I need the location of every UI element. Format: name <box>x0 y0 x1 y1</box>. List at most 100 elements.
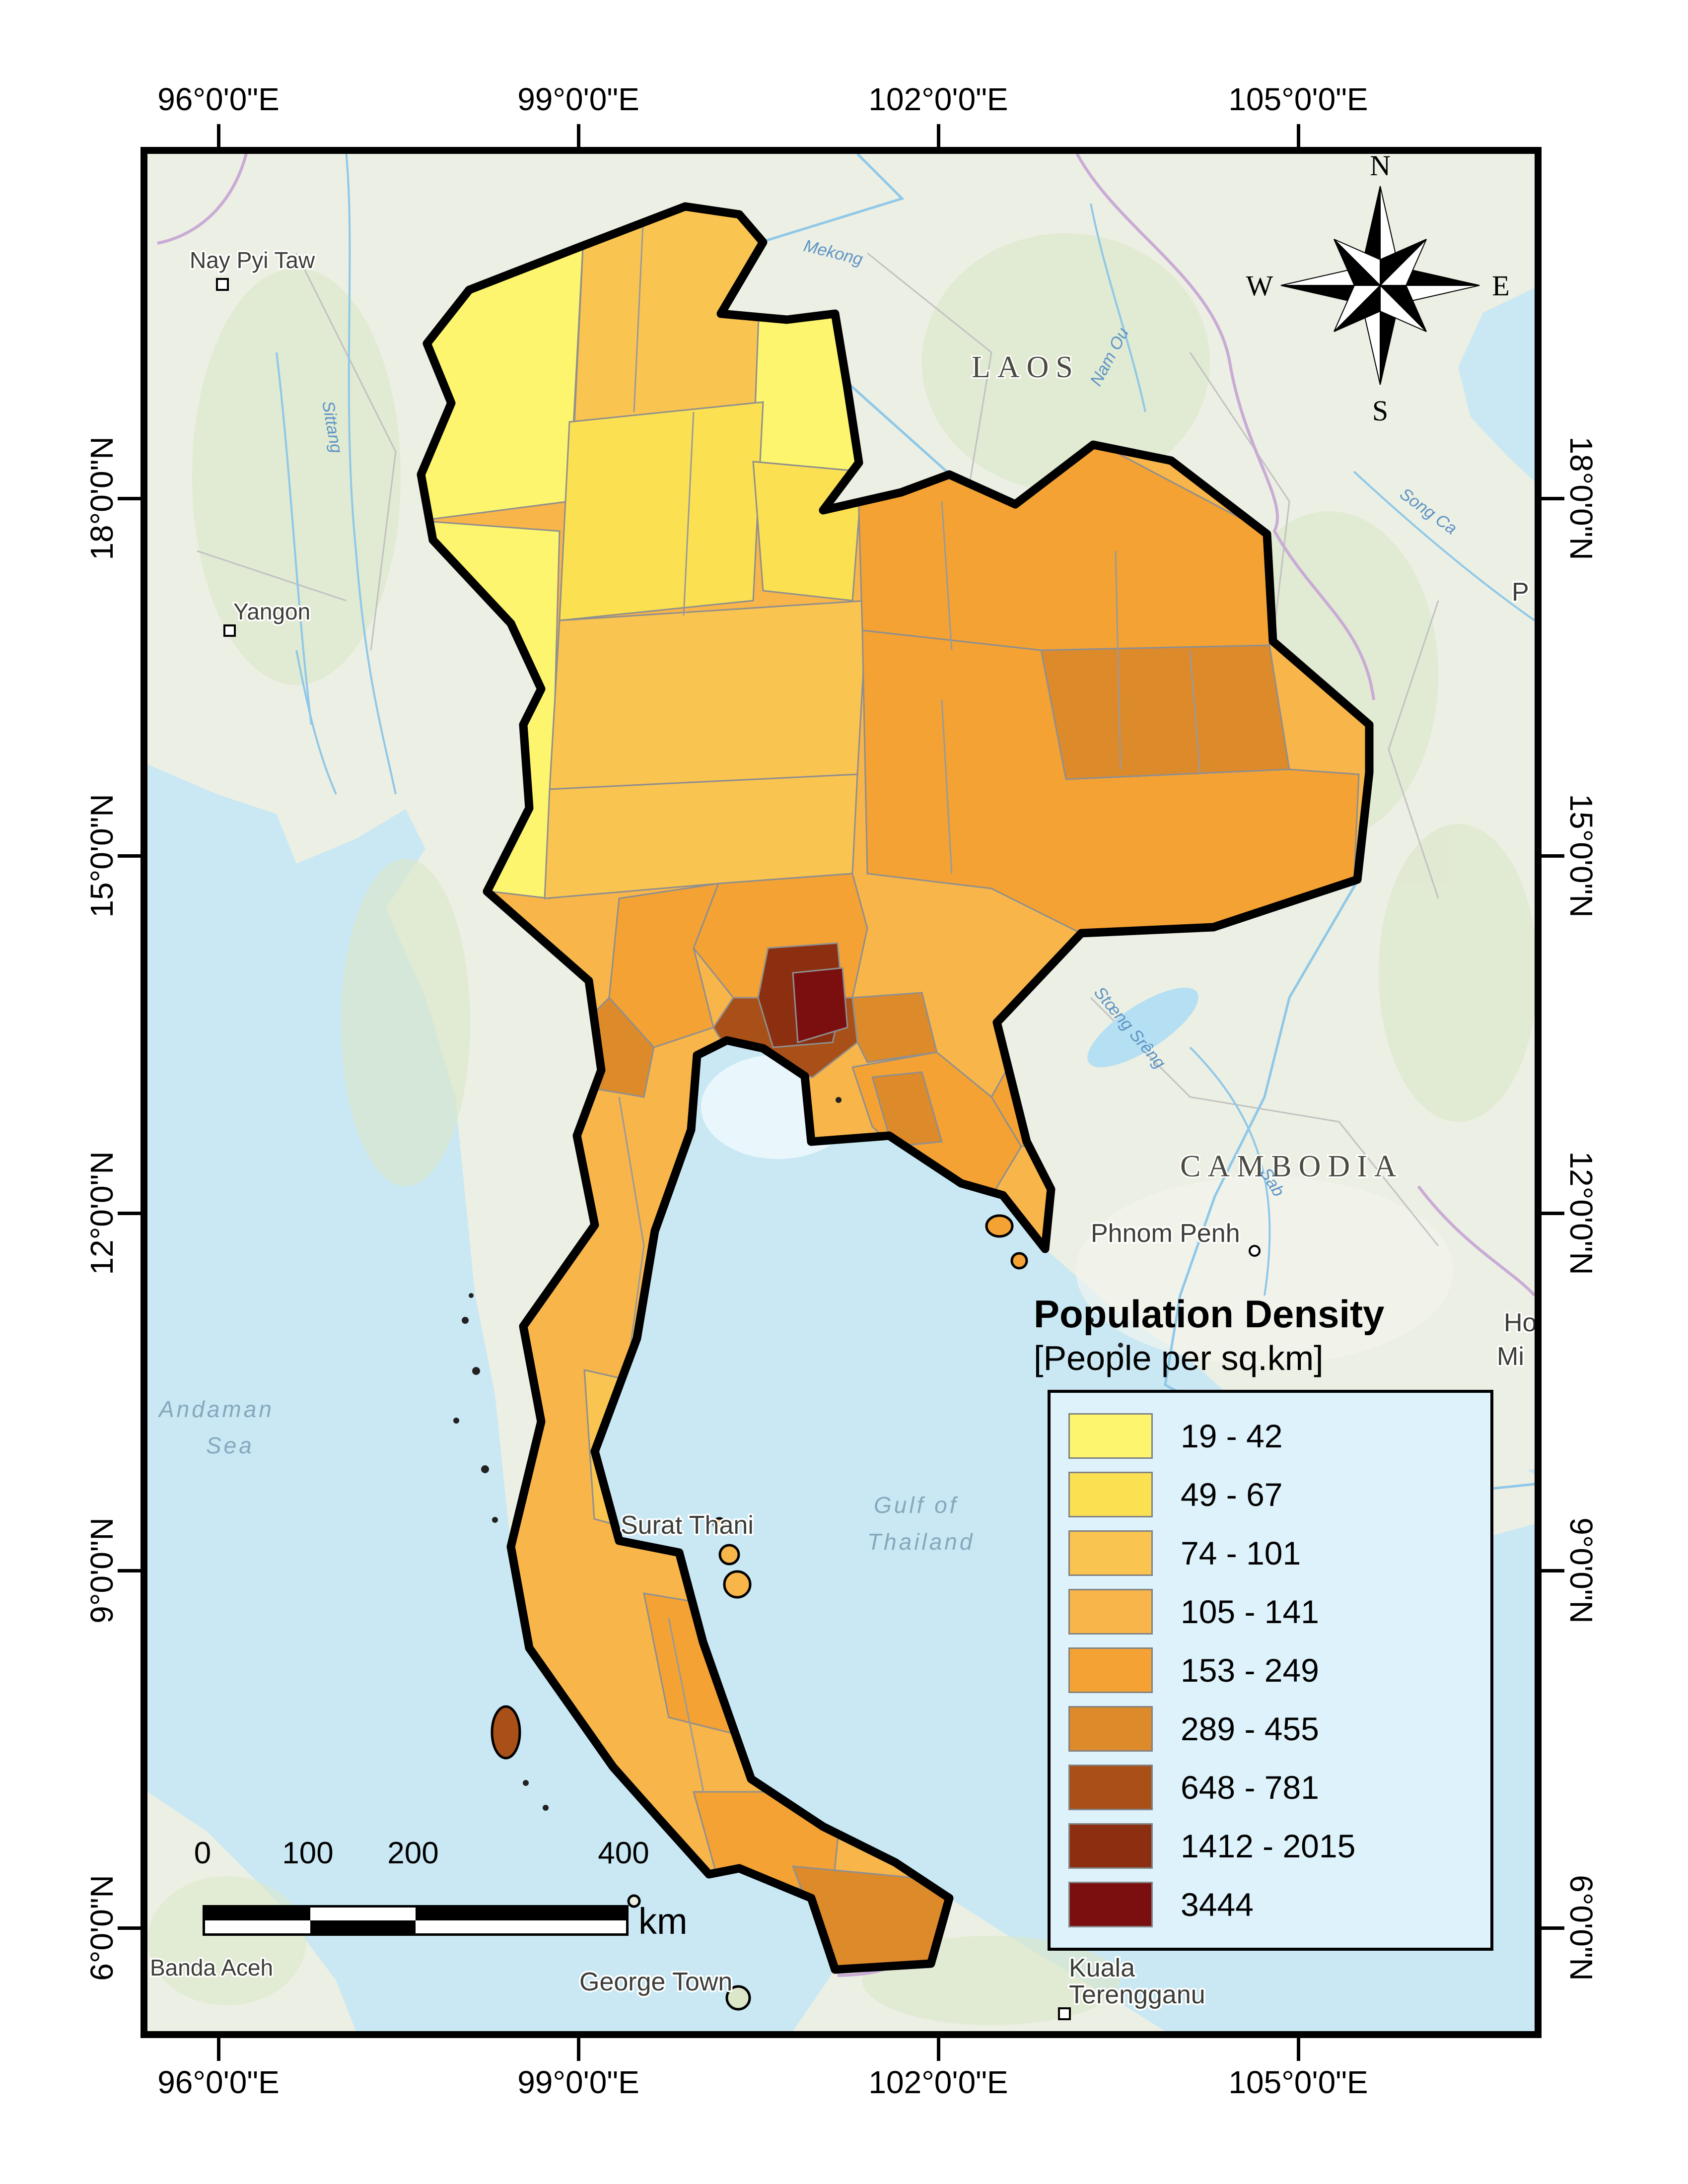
axis-label-bottom-99e: 99°0'0"E <box>517 2064 639 2100</box>
scale-tick-200: 200 <box>387 1836 439 1870</box>
map-frame <box>141 147 1542 2038</box>
legend-box: 19 - 42 49 - 67 74 - 101 105 - 141 153 -… <box>1048 1390 1493 1951</box>
scale-tick-0: 0 <box>194 1836 211 1870</box>
axis-label-right-18n: 18°0'0"N <box>1563 436 1599 560</box>
legend-swatch <box>1068 1589 1153 1635</box>
axis-label-right-6n: 6°0'0"N <box>1563 1875 1599 1981</box>
tick-left-6n <box>118 1926 141 1930</box>
tick-right-15n <box>1542 854 1564 858</box>
axis-label-bottom-102e: 102°0'0"E <box>868 2064 1008 2100</box>
axis-label-left-15n: 15°0'0"N <box>84 794 120 918</box>
legend-row: 49 - 67 <box>1068 1465 1282 1524</box>
axis-label-left-12n: 12°0'0"N <box>84 1151 120 1275</box>
scale-unit-label: km <box>638 1901 688 1942</box>
surat-thani-label: Surat Thani <box>621 1511 754 1540</box>
truncated-city-mi: Mi <box>1497 1342 1524 1371</box>
legend-row-label: 3444 <box>1181 1886 1254 1923</box>
axis-label-top-96e: 96°0'0"E <box>157 81 280 117</box>
kuala-terengganu-label-line2: Terengganu <box>1069 1980 1205 2009</box>
legend-swatch <box>1068 1823 1153 1869</box>
axis-label-left-18n: 18°0'0"N <box>84 436 120 560</box>
tick-bottom-105e <box>1297 2038 1300 2061</box>
axis-label-left-6n: 6°0'0"N <box>84 1875 120 1981</box>
compass-w-label: W <box>1246 270 1273 302</box>
kuala-terengganu-label-line1: Kuala <box>1069 1954 1135 1982</box>
kuala-terengganu-marker <box>1058 2007 1071 2020</box>
scale-bar-graphic <box>203 1905 629 1936</box>
tick-right-6n <box>1542 1926 1564 1930</box>
banda-aceh-label: Banda Aceh <box>150 1955 273 1980</box>
axis-label-top-99e: 99°0'0"E <box>517 81 639 117</box>
legend-row: 19 - 42 <box>1068 1407 1282 1465</box>
gulf-label-line2: Thailand <box>867 1529 975 1555</box>
scale-tick-100: 100 <box>282 1836 334 1870</box>
legend-swatch <box>1068 1765 1153 1810</box>
tick-left-15n <box>118 854 141 858</box>
compass-n-label: N <box>1370 154 1391 182</box>
legend-row: 289 - 455 <box>1068 1700 1319 1758</box>
yangon-marker <box>223 624 236 637</box>
george-town-label: George Town <box>579 1968 732 1996</box>
legend-row-label: 49 - 67 <box>1181 1476 1283 1513</box>
scale-tick-400: 400 <box>598 1836 649 1870</box>
axis-label-top-102e: 102°0'0"E <box>868 81 1008 117</box>
legend-swatch <box>1068 1530 1153 1576</box>
tick-left-18n <box>118 497 141 500</box>
axis-label-top-105e: 105°0'0"E <box>1228 81 1368 117</box>
axis-label-right-15n: 15°0'0"N <box>1563 794 1599 918</box>
nay-pyi-taw-label: Nay Pyi Taw <box>190 247 315 273</box>
compass-s-label: S <box>1372 395 1388 427</box>
andaman-sea-label-line1: Andaman <box>157 1396 274 1422</box>
truncated-city-ho: Ho <box>1504 1308 1535 1337</box>
tick-bottom-99e <box>577 2038 580 2061</box>
axis-label-right-9n: 9°0'0"N <box>1563 1517 1599 1624</box>
legend-row-label: 289 - 455 <box>1181 1710 1319 1747</box>
legend-swatch <box>1068 1882 1153 1927</box>
legend-swatch <box>1068 1472 1153 1517</box>
legend-swatch <box>1068 1647 1153 1693</box>
tick-top-105e <box>1297 124 1300 147</box>
truncated-city-p: P <box>1512 578 1529 607</box>
andaman-sea-label-line2: Sea <box>206 1433 254 1458</box>
legend-row-label: 648 - 781 <box>1181 1769 1319 1806</box>
compass-rose: N E S W <box>1246 154 1510 427</box>
tick-left-9n <box>118 1569 141 1572</box>
legend-row-label: 153 - 249 <box>1181 1652 1319 1689</box>
legend-row-label: 19 - 42 <box>1181 1418 1283 1454</box>
tick-right-18n <box>1542 497 1564 500</box>
tick-bottom-96e <box>217 2038 220 2061</box>
legend-row-label: 105 - 141 <box>1181 1593 1319 1630</box>
sea-labels: Andaman Sea Gulf of Thailand <box>157 1396 975 1555</box>
purple-country-borders <box>157 154 1535 1977</box>
compass-e-label: E <box>1492 270 1509 302</box>
phnom-penh-marker <box>1249 1245 1261 1257</box>
tonle-sap-lake <box>1087 987 1198 1068</box>
axis-label-bottom-96e: 96°0'0"E <box>157 2064 280 2100</box>
legend-row: 3444 <box>1068 1875 1254 1934</box>
country-labels: LAOS CAMBODIA <box>970 349 1404 1185</box>
city-labels: Nay Pyi Taw Yangon Phnom Penh Surat Than… <box>148 246 1535 2020</box>
thailand-outline <box>417 202 1374 1974</box>
cambodia-label: CAMBODIA <box>1180 1150 1404 1183</box>
axis-label-right-12n: 12°0'0"N <box>1563 1151 1599 1275</box>
axis-label-left-9n: 9°0'0"N <box>84 1517 120 1624</box>
nay-pyi-taw-marker <box>216 278 229 291</box>
legend-row-label: 74 - 101 <box>1181 1535 1301 1571</box>
tick-left-12n <box>118 1212 141 1215</box>
legend-row: 648 - 781 <box>1068 1758 1319 1817</box>
laos-label: LAOS <box>972 350 1080 384</box>
legend-swatch <box>1068 1706 1153 1752</box>
legend-subtitle: [People per sq.km] <box>1034 1339 1324 1377</box>
axis-label-bottom-105e: 105°0'0"E <box>1228 2064 1368 2100</box>
legend-swatch <box>1068 1413 1153 1459</box>
gulf-label-line1: Gulf of <box>874 1492 959 1518</box>
tick-top-102e <box>937 124 940 147</box>
islands <box>453 1097 1123 2011</box>
tick-right-12n <box>1542 1212 1564 1215</box>
legend-row-label: 1412 - 2015 <box>1181 1828 1356 1864</box>
phnom-penh-label: Phnom Penh <box>1091 1219 1240 1248</box>
legend-row: 74 - 101 <box>1068 1524 1301 1582</box>
legend-title: Population Density <box>1034 1292 1385 1336</box>
yangon-label: Yangon <box>233 599 310 624</box>
